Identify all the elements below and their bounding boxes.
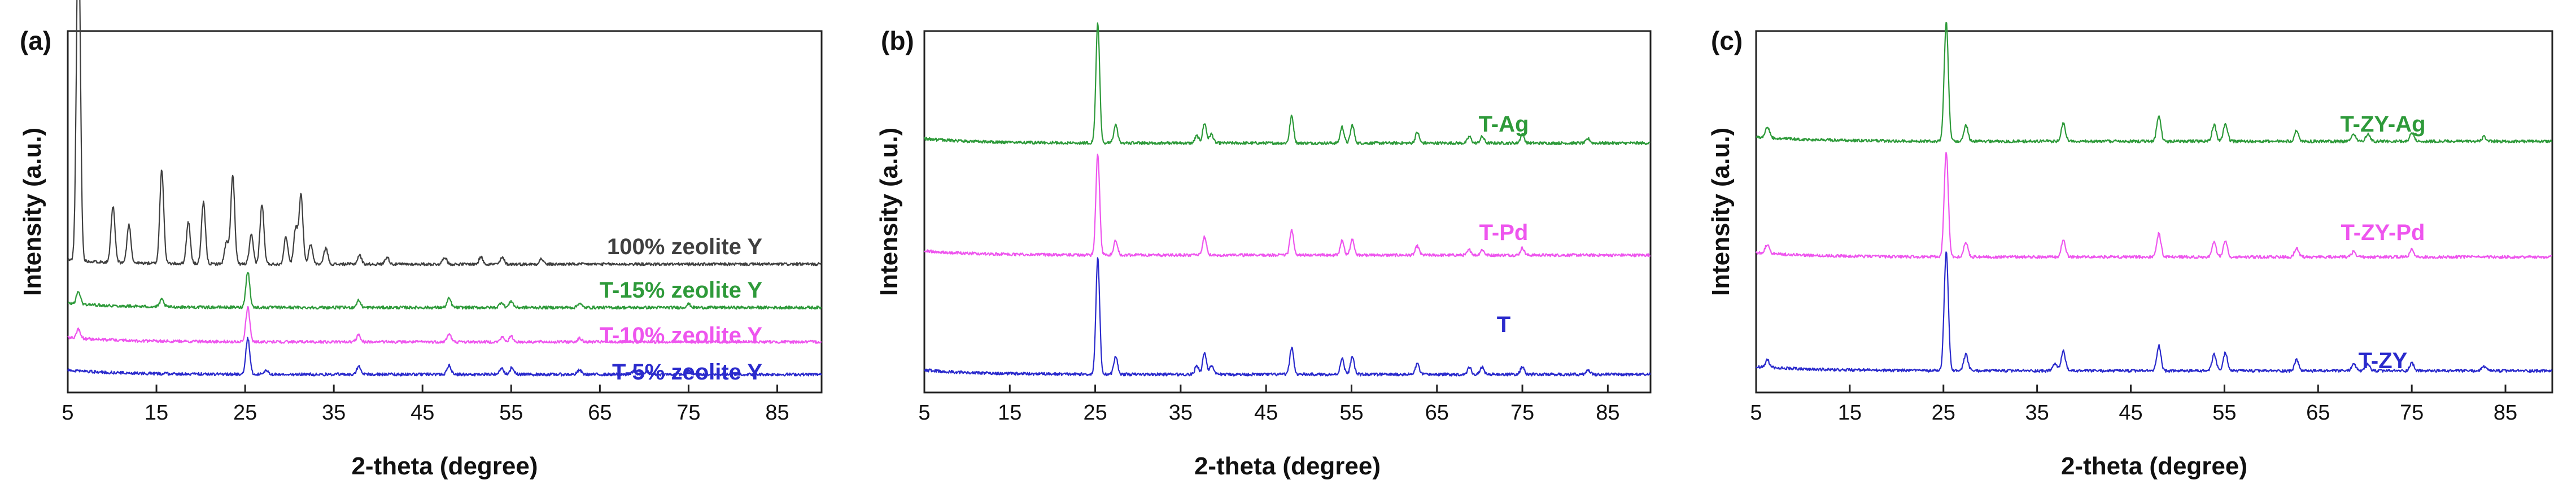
x-axis-title: 2-theta (degree) [351,452,538,480]
x-tick-label: 15 [145,401,168,425]
x-tick-label: 75 [2400,401,2424,425]
series-line-t-zy-pd [1756,151,2552,259]
x-tick-label: 45 [1254,401,1278,425]
x-tick-label: 35 [322,401,346,425]
chart-panel-b: (b) 5 15 25 35 45 55 65 75 85 2-theta (degree) Inte… [875,22,1652,480]
x-tick-label: 45 [2119,401,2142,425]
x-axis-title: 2-theta (degree) [2061,452,2247,480]
x-tick-label: 55 [2212,401,2236,425]
x-tick-label: 5 [62,401,73,425]
y-axis-title: Intensity (a.u.) [1707,128,1735,296]
plot-frame [67,30,823,394]
x-tick-label: 65 [2306,401,2330,425]
series-label-t-zy-pd: T-ZY-Pd [2341,220,2425,245]
x-tick-label: 45 [411,401,434,425]
y-axis-title: Intensity (a.u.) [875,128,903,296]
series-label-t-ag: T-Ag [1479,112,1529,137]
x-tick-label: 35 [1169,401,1193,425]
x-tick-label: 85 [2494,401,2517,425]
chart-panel-a: (a) 5 15 25 35 45 55 65 75 85 2-theta (degree) Inte… [19,0,823,480]
chart-panel-c: (c) 5 15 25 35 45 55 65 75 85 2-theta (degree) Inte… [1707,21,2553,480]
x-tick-label: 75 [676,401,700,425]
series-line-t [924,257,1651,377]
x-tick-label: 15 [998,401,1021,425]
series-label-t-10-zeolite-y: T-10% zeolite Y [600,323,763,348]
x-tick-label: 55 [499,401,523,425]
series-line-100-zeolite-y [67,0,822,267]
series-line-t-ag [923,22,1651,146]
series-line-t-15-zeolite-y [67,272,822,310]
series-label-t-pd: T-Pd [1479,220,1529,245]
panel-label: (b) [881,26,914,55]
series-line-t-zy [1756,251,2553,373]
series-label-t-zy: T-ZY [2359,348,2408,373]
plot-frame [1755,30,2553,394]
plot-frame [923,30,1652,394]
x-tick-label: 55 [1339,401,1363,425]
x-tick-label: 75 [1510,401,1534,425]
series-label-t-5-zeolite-y: T-5% zeolite Y [612,360,762,385]
panel-label: (c) [1711,26,1743,55]
series-line-t-10-zeolite-y [67,306,822,344]
x-tick-label: 5 [918,401,930,425]
x-tick-label: 35 [2025,401,2049,425]
y-axis-title: Intensity (a.u.) [19,128,46,296]
x-tick-label: 65 [1425,401,1449,425]
series-line-t-zy-ag [1756,21,2553,143]
x-tick-label: 25 [1932,401,1955,425]
series-line-t-5-zeolite-y [67,337,822,377]
x-tick-label: 85 [765,401,789,425]
x-axis-title: 2-theta (degree) [1194,452,1381,480]
x-tick-label: 15 [1838,401,1862,425]
series-label-t-15-zeolite-y: T-15% zeolite Y [600,278,763,303]
x-tick-label: 5 [1750,401,1762,425]
x-tick-label: 25 [1083,401,1107,425]
x-tick-label: 85 [1596,401,1619,425]
series-line-t-pd [924,154,1651,258]
series-label-100-zeolite-y: 100% zeolite Y [607,234,762,259]
x-tick-label: 25 [233,401,257,425]
panel-label: (a) [20,26,51,55]
series-label-t-zy-ag: T-ZY-Ag [2340,112,2425,137]
x-tick-label: 65 [588,401,612,425]
series-label-t: T [1497,312,1510,337]
